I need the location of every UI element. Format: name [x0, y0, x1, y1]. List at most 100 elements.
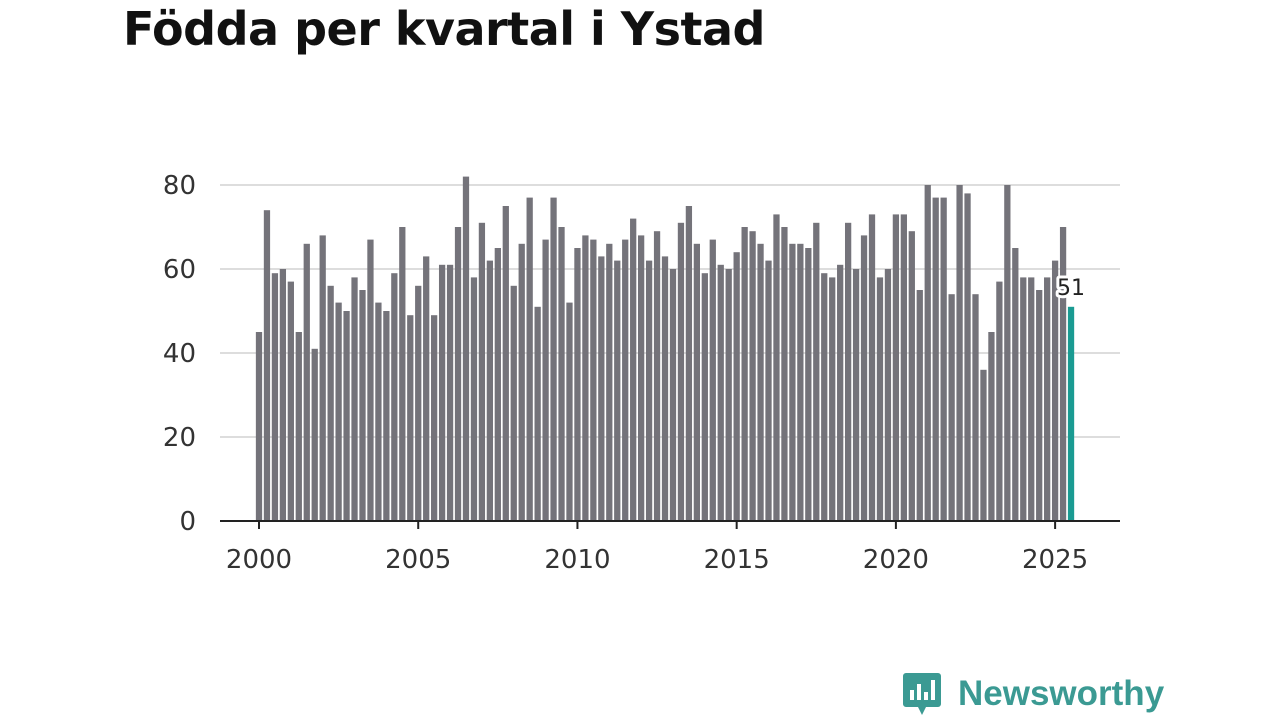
bar — [582, 235, 589, 521]
bar — [860, 235, 868, 521]
bar — [749, 231, 756, 521]
bar — [431, 315, 438, 521]
bar — [892, 214, 900, 521]
bar — [964, 193, 971, 521]
y-tick-label: 0 — [179, 507, 196, 537]
bar — [303, 243, 310, 522]
bar — [558, 227, 565, 521]
bar — [614, 260, 621, 521]
x-tick-label: 2025 — [1022, 545, 1088, 575]
bar — [797, 243, 804, 522]
bar — [295, 332, 302, 521]
bar — [486, 260, 494, 521]
bar — [852, 269, 860, 521]
bar — [287, 281, 294, 521]
bar — [351, 277, 358, 521]
bar — [837, 264, 844, 521]
bar — [438, 264, 446, 521]
bar — [375, 302, 382, 521]
bar — [550, 197, 557, 521]
bar — [1028, 277, 1035, 521]
axes — [220, 520, 1120, 529]
bar — [988, 332, 995, 521]
bar — [940, 197, 947, 521]
brand-logo: Newsworthy — [902, 670, 1164, 718]
bar — [669, 269, 677, 521]
bar-highlighted — [1067, 306, 1075, 521]
bar — [789, 243, 796, 522]
bar — [725, 269, 732, 521]
bar — [677, 222, 685, 522]
bar — [566, 302, 573, 521]
bar — [518, 243, 525, 522]
bar — [359, 290, 366, 521]
bar — [279, 269, 287, 521]
brand-name: Newsworthy — [958, 674, 1165, 713]
bar — [335, 302, 342, 521]
bar — [271, 273, 279, 521]
bar — [526, 197, 533, 521]
bar — [765, 260, 772, 521]
bar — [996, 281, 1003, 521]
x-tick-label: 2010 — [544, 545, 610, 575]
bar — [685, 206, 693, 521]
bar — [622, 239, 629, 521]
bar — [383, 311, 390, 521]
bar — [630, 218, 637, 521]
bar — [454, 227, 462, 521]
bar — [1012, 248, 1019, 521]
bar — [399, 227, 406, 521]
newsworthy-logo-icon — [903, 673, 941, 715]
bar — [590, 239, 597, 521]
labels: 0 20 40 60 80 51 2000 2005 2010 2015 2020 2025 — [163, 171, 1088, 575]
bar — [446, 264, 454, 521]
bar — [502, 206, 509, 521]
bar — [263, 210, 271, 521]
bar — [900, 214, 907, 521]
y-tick-label: 40 — [163, 339, 196, 369]
bar — [916, 290, 923, 521]
bar — [598, 256, 605, 521]
bar — [367, 239, 374, 521]
bar — [462, 176, 470, 521]
x-tick-label: 2020 — [863, 545, 929, 575]
x-tick-label: 2015 — [704, 545, 770, 575]
bar — [407, 315, 414, 521]
bar — [423, 256, 430, 521]
bar — [701, 273, 708, 521]
bar — [741, 227, 748, 521]
x-tick-label: 2005 — [385, 545, 451, 575]
bar — [574, 248, 581, 521]
bar — [319, 235, 326, 521]
bar — [1059, 227, 1067, 521]
bar — [343, 311, 350, 521]
bar — [868, 214, 876, 521]
bar — [932, 197, 939, 521]
highlight-value-label: 51 — [1057, 276, 1085, 301]
bar — [884, 269, 892, 521]
bar — [1044, 277, 1051, 521]
y-tick-label: 80 — [163, 171, 196, 201]
bar — [829, 277, 836, 521]
bar — [709, 239, 716, 521]
chart-title: Födda per kvartal i Ystad — [123, 2, 765, 56]
bar — [1051, 260, 1059, 521]
bar — [821, 273, 828, 521]
bar — [645, 260, 653, 521]
bar — [805, 248, 812, 521]
x-tick-label: 2000 — [226, 545, 292, 575]
bar — [717, 264, 724, 521]
bar — [972, 294, 979, 521]
bar — [478, 222, 486, 522]
bar — [542, 239, 549, 521]
bar — [391, 273, 398, 521]
bar — [924, 185, 931, 521]
bar — [1036, 290, 1043, 521]
bar — [311, 348, 318, 521]
bar — [534, 306, 541, 521]
bar — [773, 214, 780, 521]
bar — [693, 243, 700, 522]
bar — [1004, 185, 1011, 521]
